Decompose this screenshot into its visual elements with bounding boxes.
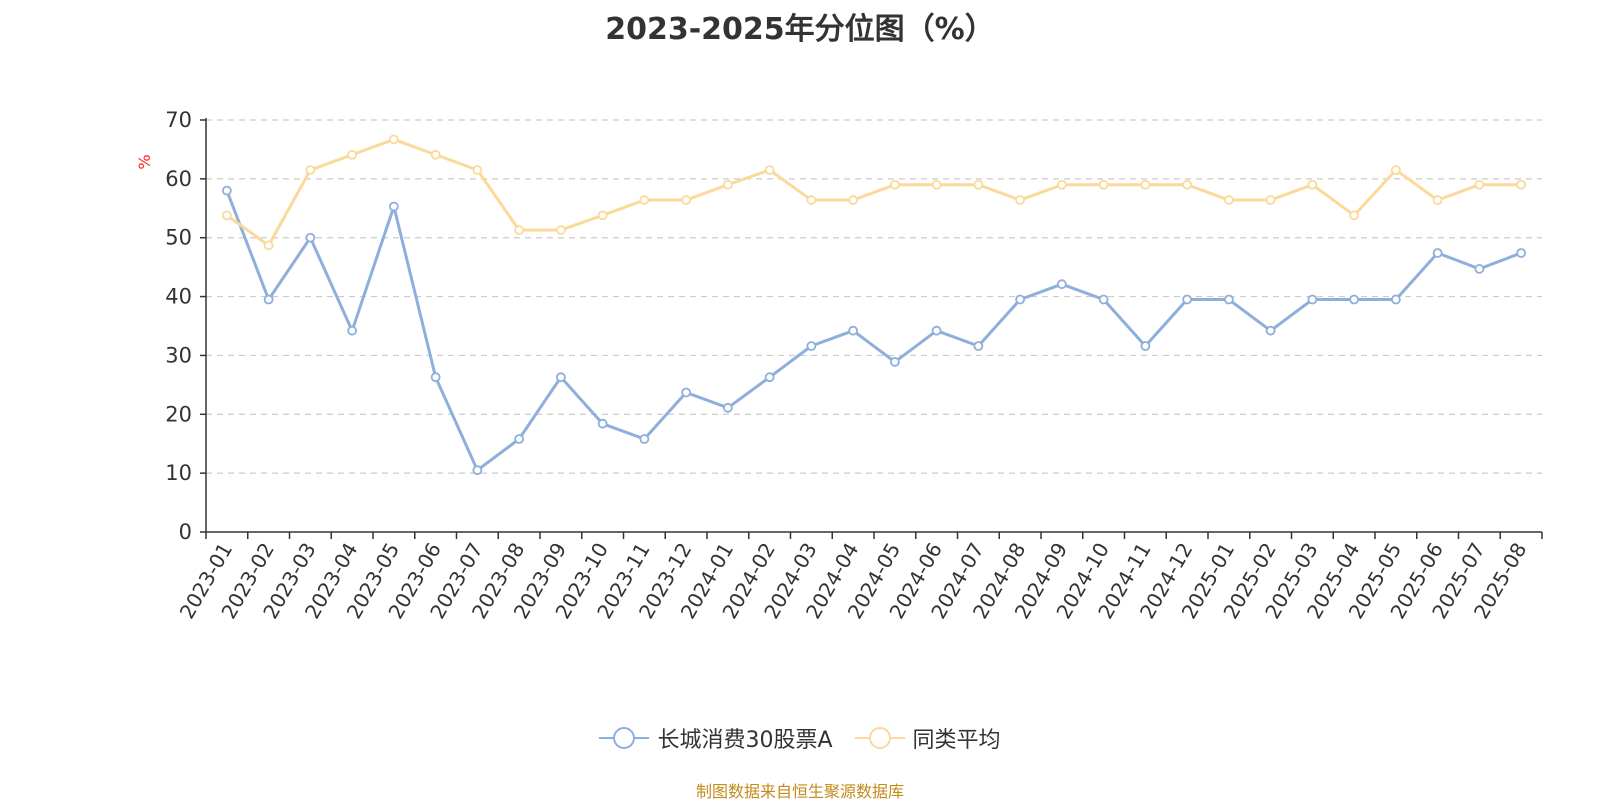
data-point <box>931 325 942 336</box>
data-point <box>722 179 733 190</box>
legend-label: 同类平均 <box>912 728 1001 753</box>
data-point <box>472 165 483 175</box>
data-point <box>430 149 441 160</box>
legend-label: 长城消费30股票A <box>657 728 833 753</box>
axes: 010203040506070%2023-012023-022023-03202… <box>135 108 1543 623</box>
y-tick-label: 40 <box>165 285 192 309</box>
data-point <box>347 149 358 160</box>
data-point <box>848 325 859 336</box>
data-point <box>347 325 358 336</box>
data-point <box>1390 294 1401 305</box>
data-point <box>639 434 650 444</box>
y-axis-label: % <box>135 154 154 169</box>
data-point <box>973 341 984 351</box>
data-point <box>1140 341 1151 351</box>
data-point <box>639 195 650 205</box>
legend-marker-icon <box>854 727 905 749</box>
data-point <box>764 372 775 383</box>
data-point <box>1223 195 1234 205</box>
y-tick-label: 20 <box>165 402 192 426</box>
data-point <box>221 185 232 196</box>
data-point <box>722 402 733 413</box>
source-note: 制图数据来自恒生聚源数据库 <box>695 782 904 801</box>
data-point <box>681 387 692 398</box>
data-point <box>973 179 984 190</box>
data-point <box>263 294 274 305</box>
data-point <box>1349 210 1360 221</box>
data-point <box>305 165 316 175</box>
data-point <box>514 434 525 444</box>
data-point <box>1098 179 1109 190</box>
legend-item-series-0[interactable]: 长城消费30股票A <box>599 722 833 754</box>
series <box>221 134 1527 476</box>
data-point <box>388 134 399 145</box>
data-point <box>889 179 900 190</box>
data-point <box>1182 294 1193 305</box>
y-tick-label: 50 <box>165 226 192 250</box>
data-point <box>1015 294 1026 305</box>
data-point <box>1516 179 1527 190</box>
data-point <box>221 210 232 221</box>
legend: 长城消费30股票A 同类平均 <box>0 722 1600 754</box>
data-point <box>597 210 608 221</box>
data-point <box>1098 294 1109 305</box>
legend-item-series-1[interactable]: 同类平均 <box>854 722 1001 754</box>
y-tick-label: 60 <box>165 167 192 191</box>
data-point <box>1265 195 1276 205</box>
data-point <box>597 418 608 429</box>
data-point <box>848 195 859 205</box>
data-point <box>889 357 900 367</box>
data-point <box>263 240 274 251</box>
data-point <box>1474 264 1485 274</box>
data-point <box>1390 165 1401 175</box>
data-point <box>1015 195 1026 205</box>
y-tick-label: 30 <box>165 343 192 367</box>
data-point <box>1474 179 1485 190</box>
data-point <box>931 179 942 190</box>
data-point <box>764 165 775 175</box>
y-tick-label: 70 <box>165 108 192 132</box>
data-point <box>1516 248 1527 258</box>
data-point <box>1265 325 1276 336</box>
data-point <box>806 195 817 205</box>
series-line-0 <box>225 190 1522 472</box>
data-point <box>1056 279 1067 290</box>
data-point <box>1223 294 1234 305</box>
data-point <box>1432 248 1443 258</box>
data-point <box>1349 294 1360 305</box>
y-tick-label: 0 <box>179 520 192 544</box>
data-point <box>806 341 817 351</box>
data-point <box>555 225 566 235</box>
chart-title: 2023-2025年分位图（%） <box>605 12 995 47</box>
data-point <box>555 372 566 383</box>
series-line-1 <box>225 137 1522 247</box>
data-point <box>514 225 525 235</box>
data-point <box>388 201 399 212</box>
data-point <box>472 465 483 476</box>
data-point <box>1307 179 1318 190</box>
data-point <box>1182 179 1193 190</box>
data-point <box>1140 179 1151 190</box>
data-point <box>305 232 316 243</box>
data-point <box>1056 179 1067 190</box>
legend-marker-icon <box>599 727 650 749</box>
data-point <box>1432 195 1443 205</box>
y-tick-label: 10 <box>165 461 192 485</box>
data-point <box>681 195 692 205</box>
grid-lines <box>206 119 1542 474</box>
data-point <box>430 372 441 383</box>
data-point <box>1307 294 1318 305</box>
